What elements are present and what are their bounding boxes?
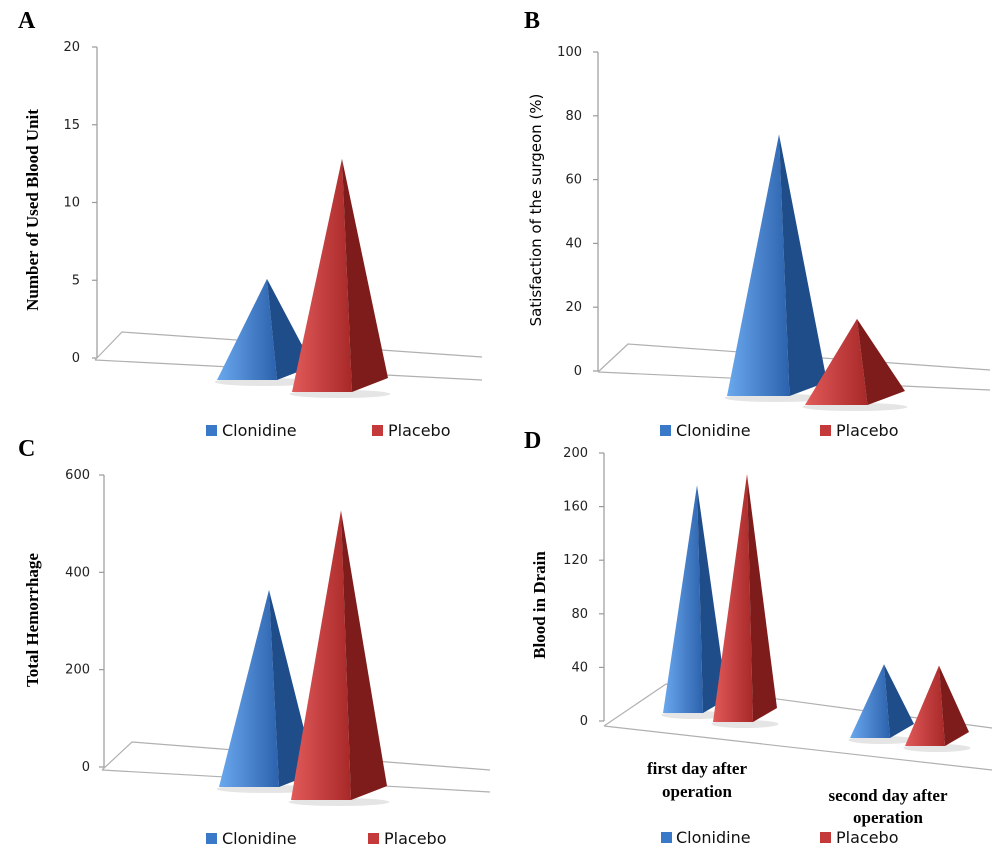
pyramid-bar-placebo xyxy=(290,159,391,398)
y-tick-label: 0 xyxy=(72,351,80,366)
panel-b: B Satisfaction of the surgeon (%) 0 20 40 6… xyxy=(524,8,990,440)
pyramid-bar-placebo xyxy=(289,510,390,806)
legend-placebo-label: Placebo xyxy=(836,421,898,440)
panel-letter-b: B xyxy=(524,8,540,34)
y-tick-label: 0 xyxy=(574,364,582,379)
bar-front-face xyxy=(663,485,703,713)
legend-placebo-label: Placebo xyxy=(384,829,446,848)
panel-a-legend: Clonidine Placebo xyxy=(206,421,450,440)
pyramid-bar-placebo xyxy=(711,474,778,728)
panel-letter-a: A xyxy=(18,8,36,34)
y-tick-label: 0 xyxy=(580,714,588,729)
legend-clonidine-label: Clonidine xyxy=(676,828,751,847)
panel-c-legend: Clonidine Placebo xyxy=(206,829,446,848)
y-tick-label: 600 xyxy=(65,468,90,483)
legend-clonidine-label: Clonidine xyxy=(222,829,297,848)
y-tick-label: 40 xyxy=(565,236,582,251)
panel-c: C Total Hemorrhage 0 200 400 600 Clonidine … xyxy=(18,436,490,848)
legend-clonidine-swatch xyxy=(660,425,671,436)
y-tick-label: 120 xyxy=(563,553,588,568)
panel-c-bars xyxy=(217,510,390,806)
panel-d-category-1-line-1: first day after xyxy=(647,759,748,778)
bar-front-face xyxy=(727,134,790,396)
y-tick-label: 15 xyxy=(63,118,80,133)
legend-clonidine-swatch xyxy=(206,833,217,844)
bar-front-face xyxy=(291,510,351,800)
panel-b-legend: Clonidine Placebo xyxy=(660,421,898,440)
bar-front-face xyxy=(850,664,890,738)
legend-clonidine-label: Clonidine xyxy=(676,421,751,440)
pyramid-bar-clonidine xyxy=(848,664,915,744)
y-tick-label: 200 xyxy=(563,446,588,461)
y-tick-label: 60 xyxy=(565,173,582,188)
pyramid-bar-placebo xyxy=(903,666,970,752)
panel-d-category-1-line-2: operation xyxy=(662,782,732,801)
y-tick-label: 40 xyxy=(571,660,588,675)
panel-d: D Blood in Drain 0 40 80 120 160 200 first da… xyxy=(524,428,992,847)
panel-d-category-2-line-2: operation xyxy=(853,808,923,827)
y-tick-label: 200 xyxy=(65,663,90,678)
panel-d-category-2-line-1: second day after xyxy=(829,786,948,805)
pyramid-bar-clonidine xyxy=(725,134,830,402)
legend-placebo-swatch xyxy=(372,425,383,436)
bar-front-face xyxy=(217,279,277,380)
panel-letter-c: C xyxy=(18,436,35,462)
y-tick-label: 400 xyxy=(65,565,90,580)
figure-canvas: A Number of Used Blood Unit 0 5 10 15 20 Clo… xyxy=(0,0,1000,859)
panel-letter-d: D xyxy=(524,428,541,454)
bar-front-face xyxy=(292,159,352,392)
bar-front-face xyxy=(905,666,945,746)
y-tick-label: 160 xyxy=(563,500,588,515)
y-tick-label: 80 xyxy=(571,607,588,622)
panel-a-ylabel: Number of Used Blood Unit xyxy=(23,109,42,311)
bar-front-face xyxy=(713,474,753,722)
panel-a-bars xyxy=(215,159,391,398)
y-tick-label: 100 xyxy=(557,45,582,60)
legend-placebo-label: Placebo xyxy=(836,828,898,847)
legend-clonidine-swatch xyxy=(206,425,217,436)
panel-b-ylabel: Satisfaction of the surgeon (%) xyxy=(527,94,545,327)
legend-placebo-swatch xyxy=(820,832,831,843)
legend-clonidine-label: Clonidine xyxy=(222,421,297,440)
panel-d-bars xyxy=(661,474,970,752)
panel-d-legend: Clonidine Placebo xyxy=(661,828,898,847)
y-tick-label: 20 xyxy=(565,300,582,315)
legend-clonidine-swatch xyxy=(661,832,672,843)
y-tick-label: 80 xyxy=(565,109,582,124)
y-tick-label: 5 xyxy=(72,273,80,288)
panel-d-ylabel: Blood in Drain xyxy=(530,551,549,659)
legend-placebo-swatch xyxy=(820,425,831,436)
panel-c-ylabel: Total Hemorrhage xyxy=(23,553,42,687)
legend-placebo-swatch xyxy=(368,833,379,844)
y-tick-label: 0 xyxy=(82,760,90,775)
legend-placebo-label: Placebo xyxy=(388,421,450,440)
y-tick-label: 10 xyxy=(63,196,80,211)
y-tick-label: 20 xyxy=(63,40,80,55)
bar-front-face xyxy=(219,590,279,787)
panel-b-bars xyxy=(725,134,908,411)
panel-a: A Number of Used Blood Unit 0 5 10 15 20 Clo… xyxy=(18,8,482,440)
